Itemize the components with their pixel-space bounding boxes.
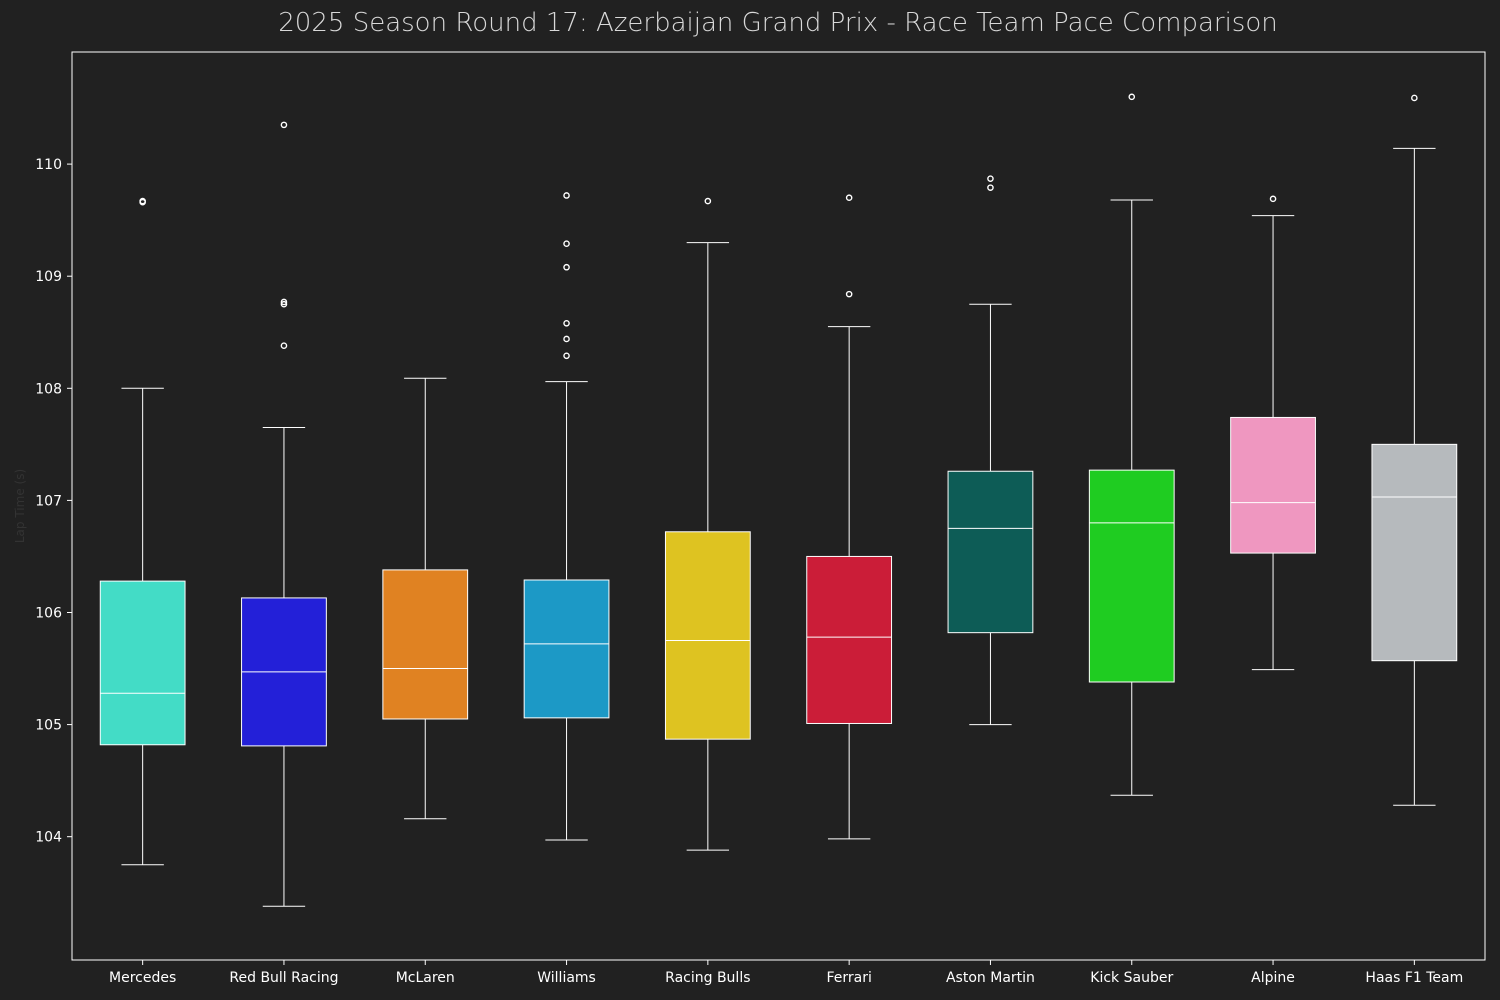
box-kick-sauber <box>1088 93 1175 796</box>
outlier-point <box>704 197 712 205</box>
x-tick-label: Ferrari <box>826 970 871 986</box>
y-tick-label: 105 <box>35 718 62 734</box>
x-tick-label: Aston Martin <box>946 970 1035 986</box>
outlier-point <box>1128 93 1136 101</box>
y-tick-label: 104 <box>35 830 62 846</box>
outlier-point <box>563 319 570 327</box>
iqr-box <box>1230 416 1316 554</box>
y-axis-label: Lap Time (s) <box>13 469 27 543</box>
y-tick-label: 108 <box>35 381 62 397</box>
x-tick-label: Racing Bulls <box>665 970 750 986</box>
boxes-group <box>99 93 1458 907</box>
box-red-bull-racing <box>241 121 327 907</box>
y-tick-label: 107 <box>35 493 62 509</box>
box-ferrari <box>806 194 893 840</box>
outlier-point <box>563 335 570 343</box>
outlier-point <box>563 240 570 247</box>
box-racing-bulls <box>664 197 751 851</box>
chart-title: 2025 Season Round 17: Azerbaijan Grand P… <box>278 8 1278 38</box>
iqr-box <box>806 555 893 724</box>
x-axis: Mercedes Red Bull Racing McLaren Williams Ra… <box>109 960 1463 986</box>
box-alpine <box>1230 195 1316 671</box>
x-tick-label: Mercedes <box>109 970 176 986</box>
iqr-box <box>382 569 469 720</box>
x-tick-label: Alpine <box>1251 970 1295 986</box>
box-aston-martin <box>947 175 1034 726</box>
outlier-point <box>280 342 288 349</box>
y-tick-label: 110 <box>35 157 62 173</box>
iqr-box <box>523 579 610 719</box>
x-tick-label: McLaren <box>396 970 455 986</box>
x-tick-label: Kick Sauber <box>1090 970 1173 986</box>
outlier-point <box>987 184 994 191</box>
box-mclaren <box>382 377 469 820</box>
outlier-point <box>1411 94 1418 102</box>
outlier-point <box>280 121 288 129</box>
iqr-box <box>99 580 186 746</box>
outlier-point <box>563 263 570 271</box>
x-tick-label: Williams <box>537 970 596 986</box>
outlier-point <box>845 194 853 202</box>
outlier-point <box>280 298 288 306</box>
outlier-point <box>987 175 994 182</box>
outlier-point <box>139 197 146 205</box>
outlier-point <box>1269 195 1277 203</box>
iqr-box <box>1371 443 1458 662</box>
iqr-box <box>664 531 751 740</box>
y-tick-label: 109 <box>35 269 62 285</box>
box-haas-f1-team <box>1371 94 1458 806</box>
x-tick-label: Red Bull Racing <box>229 970 338 986</box>
iqr-box <box>1088 469 1175 683</box>
box-mercedes <box>99 197 186 866</box>
outlier-point <box>845 290 853 298</box>
outlier-point <box>280 300 288 308</box>
x-tick-label: Haas F1 Team <box>1365 970 1463 986</box>
iqr-box <box>947 470 1034 634</box>
box-williams <box>523 192 610 841</box>
outlier-point <box>563 192 570 199</box>
y-tick-label: 106 <box>35 605 62 621</box>
outlier-point <box>563 352 570 360</box>
y-axis: 104 105 106 107 108 109 110 <box>35 157 72 846</box>
